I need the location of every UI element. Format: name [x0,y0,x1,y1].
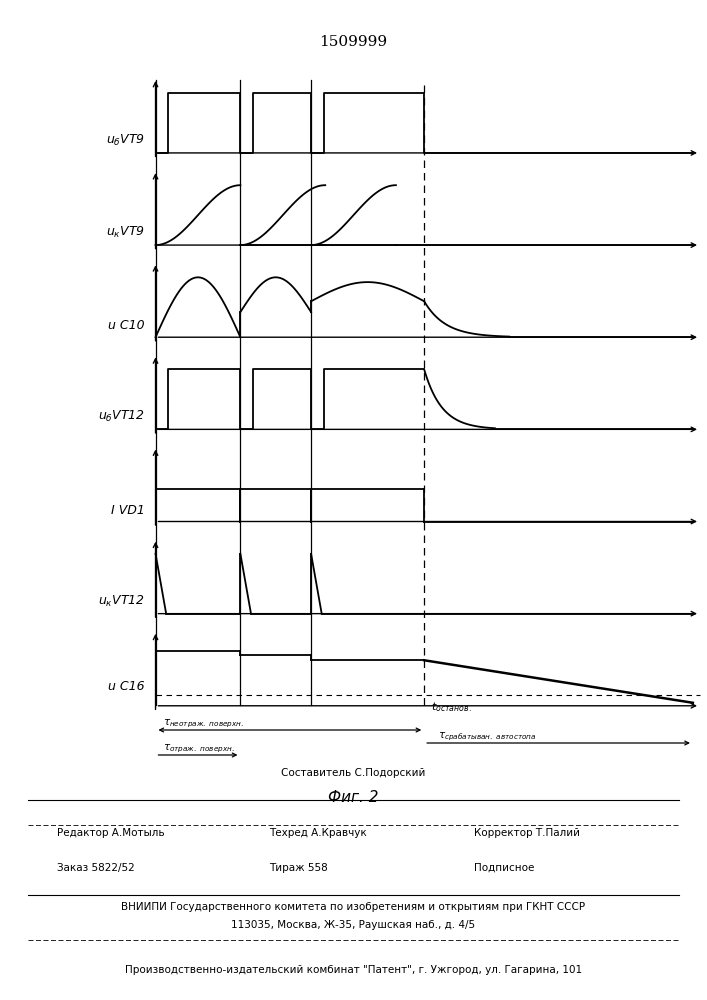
Text: $u_к$VT9: $u_к$VT9 [106,225,145,240]
Text: $\tau_{срабатыван.\ автостопа}$: $\tau_{срабатыван.\ автостопа}$ [438,731,537,743]
Text: $\tau_{отраж.\ поверхн.}$: $\tau_{отраж.\ поверхн.}$ [163,743,234,755]
Text: Техред А.Кравчук: Техред А.Кравчук [269,828,366,838]
Text: Корректор Т.Палий: Корректор Т.Палий [474,828,580,838]
Text: $u_б$VT9: $u_б$VT9 [106,133,145,148]
Text: u C16: u C16 [108,680,145,693]
Text: Фиг. 2: Фиг. 2 [328,790,379,805]
Text: $u_к$VT12: $u_к$VT12 [98,594,145,609]
Text: Производственно-издательский комбинат "Патент", г. Ужгород, ул. Гагарина, 101: Производственно-издательский комбинат "П… [125,965,582,975]
Text: Подписное: Подписное [474,863,534,873]
Text: $u_б$VT12: $u_б$VT12 [98,409,145,424]
Text: $t_{останов.}$: $t_{останов.}$ [431,700,472,714]
Text: 1509999: 1509999 [320,35,387,49]
Text: Редактор А.Мотыль: Редактор А.Мотыль [57,828,164,838]
Text: Заказ 5822/52: Заказ 5822/52 [57,863,134,873]
Text: Тираж 558: Тираж 558 [269,863,327,873]
Text: Составитель С.Подорский: Составитель С.Подорский [281,768,426,778]
Text: $\tau_{неотраж.\ поверхн.}$: $\tau_{неотраж.\ поверхн.}$ [163,718,243,730]
Text: u C10: u C10 [108,319,145,332]
Text: ВНИИПИ Государственного комитета по изобретениям и открытиям при ГКНТ СССР: ВНИИПИ Государственного комитета по изоб… [122,902,585,912]
Text: I VD1: I VD1 [111,504,145,516]
Text: 113035, Москва, Ж-35, Раушская наб., д. 4/5: 113035, Москва, Ж-35, Раушская наб., д. … [231,920,476,930]
